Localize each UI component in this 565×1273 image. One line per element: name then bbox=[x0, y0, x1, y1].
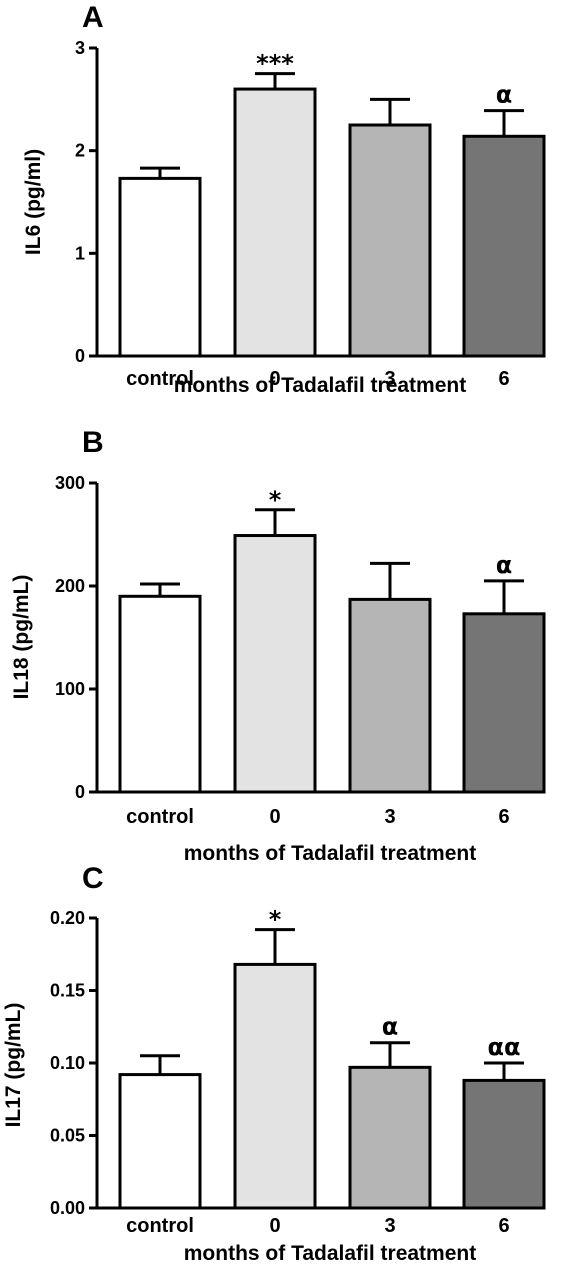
panel-c-ytick-label-2: 0.10 bbox=[50, 1053, 85, 1073]
panel-a-significance-zero: *** bbox=[256, 50, 294, 78]
panel-a: A IL6 (pg/ml) months of Tadalafil treatm… bbox=[22, 1, 546, 397]
panel-c-significance: *ααα bbox=[269, 906, 521, 1061]
panel-a-ytick-label-1: 1 bbox=[75, 243, 85, 263]
panel-a-label: A bbox=[82, 1, 104, 34]
panel-a-significance-six: α bbox=[496, 81, 513, 109]
panel-a-xlabel: months of Tadalafil treatment bbox=[174, 374, 466, 397]
panel-c-category-three: 3 bbox=[384, 1215, 395, 1237]
panel-a-category-control: control bbox=[126, 368, 194, 390]
panel-b-ytick-label-2: 200 bbox=[55, 576, 85, 596]
panel-a-bar-six bbox=[462, 134, 546, 358]
panel-b-ytick-label-1: 100 bbox=[55, 679, 85, 699]
panel-a-category-three: 3 bbox=[384, 368, 395, 390]
panel-a-ytick-label-3: 3 bbox=[75, 38, 85, 58]
panel-c-bar-six bbox=[462, 1078, 546, 1210]
panel-c-ytick-label-3: 0.15 bbox=[50, 981, 85, 1001]
panel-b-ytick-label-0: 0 bbox=[75, 782, 85, 802]
panel-a-category-six: 6 bbox=[498, 368, 509, 390]
panel-b-significance: *α bbox=[269, 486, 513, 579]
panel-c-bar-three bbox=[348, 1065, 432, 1210]
panel-a-significance: *** α bbox=[256, 50, 512, 109]
panel-c: C IL17 (pg/mL) months of Tadalafil treat… bbox=[2, 862, 546, 1265]
panel-b-y-ticks: 0 100 200 300 bbox=[55, 473, 97, 802]
panel-b-ylabel: IL18 (pg/mL) bbox=[10, 575, 33, 700]
panel-c-label: C bbox=[82, 862, 104, 895]
panel-c-bar-control bbox=[118, 1073, 202, 1210]
panel-c-significance-three: α bbox=[382, 1013, 399, 1041]
panel-a-bar-control bbox=[118, 176, 202, 358]
panel-a-ytick-label-0: 0 bbox=[75, 346, 85, 366]
panel-c-bars bbox=[118, 962, 546, 1210]
panel-c-significance-zero: * bbox=[269, 906, 282, 934]
panel-a-ylabel: IL6 (pg/ml) bbox=[22, 149, 45, 255]
panel-c-significance-six: αα bbox=[488, 1033, 521, 1061]
panel-a-y-ticks: 0 1 2 3 bbox=[75, 38, 97, 366]
panel-b-label: B bbox=[82, 426, 104, 459]
panel-c-bar-zero bbox=[233, 962, 317, 1210]
panel-c-ytick-label-4: 0.20 bbox=[50, 908, 85, 928]
panel-c-ylabel: IL17 (pg/mL) bbox=[2, 1003, 25, 1128]
panel-a-category-zero: 0 bbox=[269, 368, 280, 390]
panel-b-significance-six: α bbox=[496, 551, 513, 579]
panel-b-bars bbox=[118, 534, 546, 794]
panel-b-bar-zero bbox=[233, 534, 317, 794]
panel-b-significance-zero: * bbox=[269, 486, 282, 514]
panel-a-error-bars bbox=[140, 72, 524, 179]
panel-b: B IL18 (pg/mL) months of Tadalafil treat… bbox=[10, 426, 546, 865]
panel-c-y-ticks: 0.00 0.05 0.10 0.15 0.20 bbox=[50, 908, 97, 1218]
panel-b-category-zero: 0 bbox=[269, 806, 280, 828]
panel-b-xlabel: months of Tadalafil treatment bbox=[184, 842, 476, 865]
panel-b-category-six: 6 bbox=[498, 806, 509, 828]
panel-a-categories: control 0 3 6 bbox=[126, 368, 509, 390]
panel-b-category-control: control bbox=[126, 806, 194, 828]
panel-c-ytick-label-0: 0.00 bbox=[50, 1198, 85, 1218]
panel-c-category-zero: 0 bbox=[269, 1215, 280, 1237]
panel-c-categories: control 0 3 6 bbox=[126, 1215, 509, 1237]
panel-a-ytick-label-2: 2 bbox=[75, 141, 85, 161]
panel-a-bars bbox=[118, 87, 546, 358]
panel-a-bar-zero bbox=[233, 87, 317, 358]
panel-b-bar-control bbox=[118, 594, 202, 794]
panel-c-ytick-label-1: 0.05 bbox=[50, 1126, 85, 1146]
panel-c-category-six: 6 bbox=[498, 1215, 509, 1237]
panel-b-category-three: 3 bbox=[384, 806, 395, 828]
panel-b-error-bars bbox=[140, 508, 524, 614]
panel-b-bar-three bbox=[348, 597, 432, 794]
panel-b-ytick-label-3: 300 bbox=[55, 473, 85, 493]
panel-b-categories: control 0 3 6 bbox=[126, 806, 509, 828]
panel-c-error-bars bbox=[140, 928, 524, 1081]
panel-b-bar-six bbox=[462, 612, 546, 794]
panel-a-bar-three bbox=[348, 123, 432, 358]
panel-c-xlabel: months of Tadalafil treatment bbox=[184, 1242, 476, 1265]
panel-c-category-control: control bbox=[126, 1215, 194, 1237]
